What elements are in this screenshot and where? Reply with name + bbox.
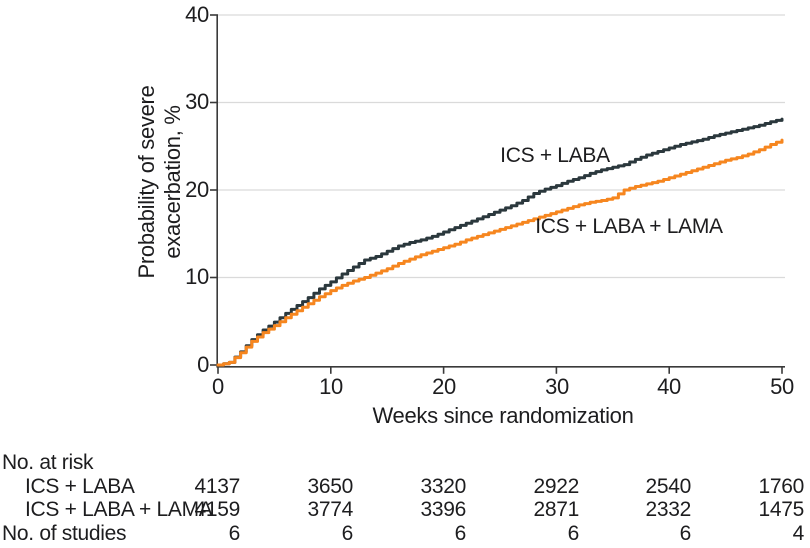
risk-value: 3650 (307, 475, 353, 498)
y-axis-title-line1: Probability of severe (134, 85, 159, 279)
risk-value: 3320 (420, 475, 466, 498)
studies-value: 6 (567, 522, 580, 545)
y-tick-label: 10 (185, 264, 209, 289)
y-tick-label: 0 (197, 352, 209, 377)
risk-value: 3774 (307, 498, 353, 521)
risk-row-label-ics-laba: ICS + LABA (25, 475, 135, 498)
x-tick-label: 30 (545, 374, 569, 399)
studies-value: 4 (792, 522, 805, 545)
studies-value: 6 (679, 522, 692, 545)
studies-value: 6 (341, 522, 354, 545)
x-axis-title: Weeks since randomization (372, 403, 634, 428)
y-tick-label: 20 (185, 177, 209, 202)
risk-value: 2922 (533, 475, 579, 498)
ics-laba-curve (216, 117, 784, 367)
x-tick-label: 40 (657, 374, 681, 399)
studies-row-label: No. of studies (2, 522, 127, 545)
risk-value: 1760 (758, 475, 804, 498)
x-tick-label: 0 (212, 374, 224, 399)
risk-value: 3396 (420, 498, 466, 521)
x-tick-label: 50 (770, 374, 794, 399)
risk-value: 2540 (645, 475, 691, 498)
x-tick-label: 10 (319, 374, 343, 399)
y-tick-label: 40 (185, 2, 209, 27)
studies-value: 6 (228, 522, 241, 545)
y-axis-title: Probability of severe exacerbation, % (134, 7, 186, 357)
studies-value: 6 (454, 522, 467, 545)
x-tick-label: 20 (432, 374, 456, 399)
ics-laba-lama-curve (216, 138, 784, 367)
risk-value: 1475 (758, 498, 804, 521)
series-label-ics-laba: ICS + LABA (500, 144, 610, 167)
risk-value: 4159 (194, 498, 240, 521)
risk-value: 2332 (645, 498, 691, 521)
risk-row-label-ics-laba-lama: ICS + LABA + LAMA (25, 498, 213, 521)
y-tick-label: 30 (185, 89, 209, 114)
y-axis-title-line2: exacerbation, % (160, 105, 185, 259)
series-label-ics-laba-lama: ICS + LABA + LAMA (535, 215, 723, 238)
risk-value: 2871 (533, 498, 579, 521)
risk-table-header: No. at risk (2, 451, 94, 474)
risk-value: 4137 (194, 475, 240, 498)
